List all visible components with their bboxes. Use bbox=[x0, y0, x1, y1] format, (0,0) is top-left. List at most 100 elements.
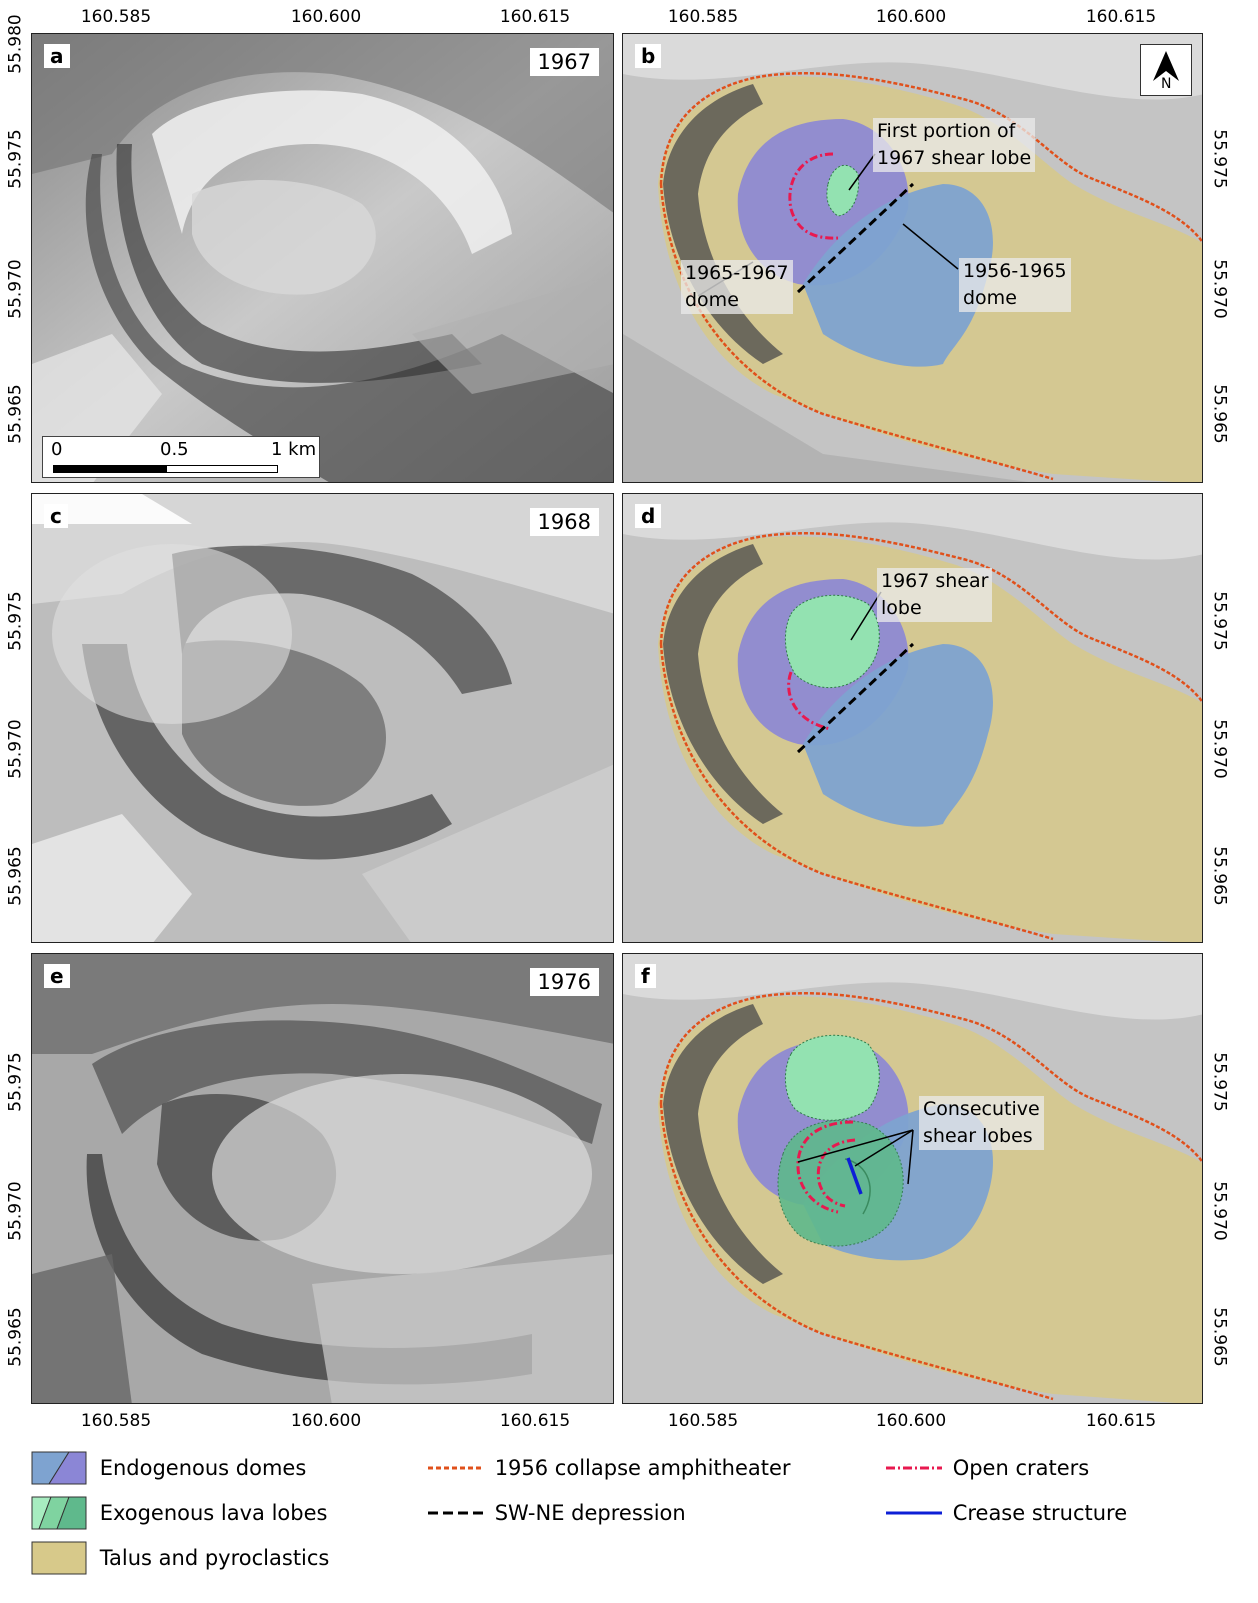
legend-swatch-talus bbox=[31, 1541, 87, 1575]
scale-label-half: 0.5 bbox=[160, 439, 189, 460]
legend-label-amphitheater: 1956 collapse amphitheater bbox=[494, 1456, 791, 1480]
legend-line-open-craters bbox=[886, 1466, 942, 1470]
legend-swatch-endogenous bbox=[31, 1451, 87, 1485]
open-crater-line bbox=[796, 1120, 854, 1214]
endogenous-dome-1956 bbox=[803, 644, 993, 827]
legend-item-crease: Crease structure bbox=[886, 1495, 1127, 1529]
annotation-consecutive-lobes: Consecutive shear lobes bbox=[919, 1096, 1044, 1150]
year-label: 1967 bbox=[529, 48, 599, 76]
amphitheater-line bbox=[659, 72, 1202, 244]
panel-f: f Consecutive shear lobes bbox=[622, 953, 1203, 1404]
map-b bbox=[623, 34, 1202, 482]
legend-item-depression: SW-NE depression bbox=[428, 1495, 686, 1529]
tick-left-a-4: 55.965 bbox=[5, 384, 26, 444]
tick-left-a-2: 55.975 bbox=[5, 129, 26, 189]
tick-right-d-1: 55.975 bbox=[1209, 591, 1230, 651]
crease-line bbox=[846, 1157, 863, 1195]
north-arrow-icon bbox=[1153, 51, 1179, 81]
scale-bar: 0 0.5 1 km bbox=[42, 436, 320, 478]
legend-line-amphitheater bbox=[428, 1466, 484, 1470]
tick-left-e-2: 55.970 bbox=[5, 1181, 26, 1241]
photo-1967 bbox=[32, 34, 613, 482]
tick-left-c-3: 55.965 bbox=[5, 846, 26, 906]
depression-line bbox=[796, 182, 915, 294]
legend-item-exogenous: Exogenous lava lobes bbox=[31, 1495, 328, 1530]
amphitheater-line bbox=[659, 532, 1202, 704]
endogenous-dome-1956 bbox=[803, 184, 993, 367]
legend-label-talus: Talus and pyroclastics bbox=[99, 1546, 330, 1570]
amphitheater-wall bbox=[663, 1004, 783, 1284]
legend-item-open-craters: Open craters bbox=[886, 1450, 1089, 1484]
depression-line bbox=[796, 642, 915, 754]
panel-letter: b bbox=[635, 44, 662, 68]
shear-lobe bbox=[826, 164, 860, 217]
tick-bottom-f-2: 160.600 bbox=[875, 1411, 947, 1431]
annotation-first-portion: First portion of 1967 shear lobe bbox=[873, 118, 1036, 172]
annotation-1956-dome: 1956-1965 dome bbox=[959, 258, 1071, 312]
panel-c: c 1968 bbox=[31, 493, 614, 943]
tick-bottom-f-1: 160.585 bbox=[667, 1411, 739, 1431]
amphitheater-wall bbox=[663, 84, 783, 364]
panel-b: b N First portion of 1967 shear lobe 196… bbox=[622, 33, 1203, 483]
tick-left-a-3: 55.970 bbox=[5, 259, 26, 319]
tick-right-f-2: 55.970 bbox=[1209, 1181, 1230, 1241]
panel-d: d 1967 shear lobe bbox=[622, 493, 1203, 943]
shear-lobe-1967 bbox=[785, 1034, 880, 1121]
map-f bbox=[623, 954, 1202, 1403]
legend-line-crease bbox=[886, 1511, 942, 1515]
tick-top-b-2: 160.600 bbox=[875, 7, 947, 27]
year-label: 1968 bbox=[529, 508, 599, 536]
shear-lobe bbox=[784, 594, 880, 689]
annotation-1967-shear-lobe: 1967 shear lobe bbox=[877, 568, 993, 622]
panel-letter: e bbox=[44, 964, 70, 988]
scale-bar-black bbox=[53, 465, 167, 473]
map-d bbox=[623, 494, 1202, 942]
tick-bottom-f-3: 160.615 bbox=[1085, 1411, 1157, 1431]
consecutive-shear-lobes bbox=[777, 1119, 904, 1247]
legend-item-endogenous: Endogenous domes bbox=[31, 1450, 307, 1485]
north-label: N bbox=[1161, 76, 1172, 92]
legend-line-depression bbox=[428, 1511, 484, 1515]
tick-left-a-1: 55.980 bbox=[5, 14, 26, 74]
legend-label-depression: SW-NE depression bbox=[494, 1501, 686, 1525]
tick-top-a-2: 160.600 bbox=[290, 7, 362, 27]
tick-right-b-1: 55.975 bbox=[1209, 129, 1230, 189]
panel-e: e 1976 bbox=[31, 953, 614, 1404]
tick-right-d-2: 55.970 bbox=[1209, 719, 1230, 779]
legend-item-talus: Talus and pyroclastics bbox=[31, 1540, 330, 1575]
north-arrow: N bbox=[1140, 44, 1192, 96]
tick-top-b-1: 160.585 bbox=[667, 7, 739, 27]
amphitheater-line bbox=[659, 992, 1202, 1164]
legend-label-endogenous: Endogenous domes bbox=[99, 1456, 307, 1480]
tick-right-b-2: 55.970 bbox=[1209, 259, 1230, 319]
tick-right-d-3: 55.965 bbox=[1209, 846, 1230, 906]
legend-swatch-exogenous bbox=[31, 1496, 87, 1530]
tick-left-c-1: 55.975 bbox=[5, 591, 26, 651]
tick-right-b-3: 55.965 bbox=[1209, 384, 1230, 444]
tick-left-e-3: 55.965 bbox=[5, 1307, 26, 1367]
legend-label-exogenous: Exogenous lava lobes bbox=[99, 1501, 328, 1525]
tick-bottom-e-1: 160.585 bbox=[80, 1411, 152, 1431]
open-crater-line bbox=[787, 671, 832, 731]
tick-bottom-e-2: 160.600 bbox=[290, 1411, 362, 1431]
year-label: 1976 bbox=[529, 968, 599, 996]
scale-label-0: 0 bbox=[51, 439, 63, 460]
open-crater-line bbox=[788, 152, 839, 240]
tick-bottom-e-3: 160.615 bbox=[499, 1411, 571, 1431]
panel-letter: d bbox=[635, 504, 662, 528]
legend-label-open-craters: Open craters bbox=[952, 1456, 1090, 1480]
scale-label-1km: 1 km bbox=[271, 439, 317, 460]
tick-right-f-1: 55.975 bbox=[1209, 1052, 1230, 1112]
scale-bar-white bbox=[166, 465, 278, 473]
panel-a: a 1967 0 0.5 1 km bbox=[31, 33, 614, 483]
panel-letter: f bbox=[635, 964, 656, 988]
tick-right-f-3: 55.965 bbox=[1209, 1307, 1230, 1367]
amphitheater-wall bbox=[663, 544, 783, 824]
panel-letter: a bbox=[44, 44, 70, 68]
tick-left-c-2: 55.970 bbox=[5, 719, 26, 779]
tick-top-a-3: 160.615 bbox=[499, 7, 571, 27]
photo-1968 bbox=[32, 494, 613, 942]
tick-top-b-3: 160.615 bbox=[1085, 7, 1157, 27]
tick-top-a-1: 160.585 bbox=[80, 7, 152, 27]
annotation-1965-dome: 1965-1967 dome bbox=[681, 260, 793, 314]
